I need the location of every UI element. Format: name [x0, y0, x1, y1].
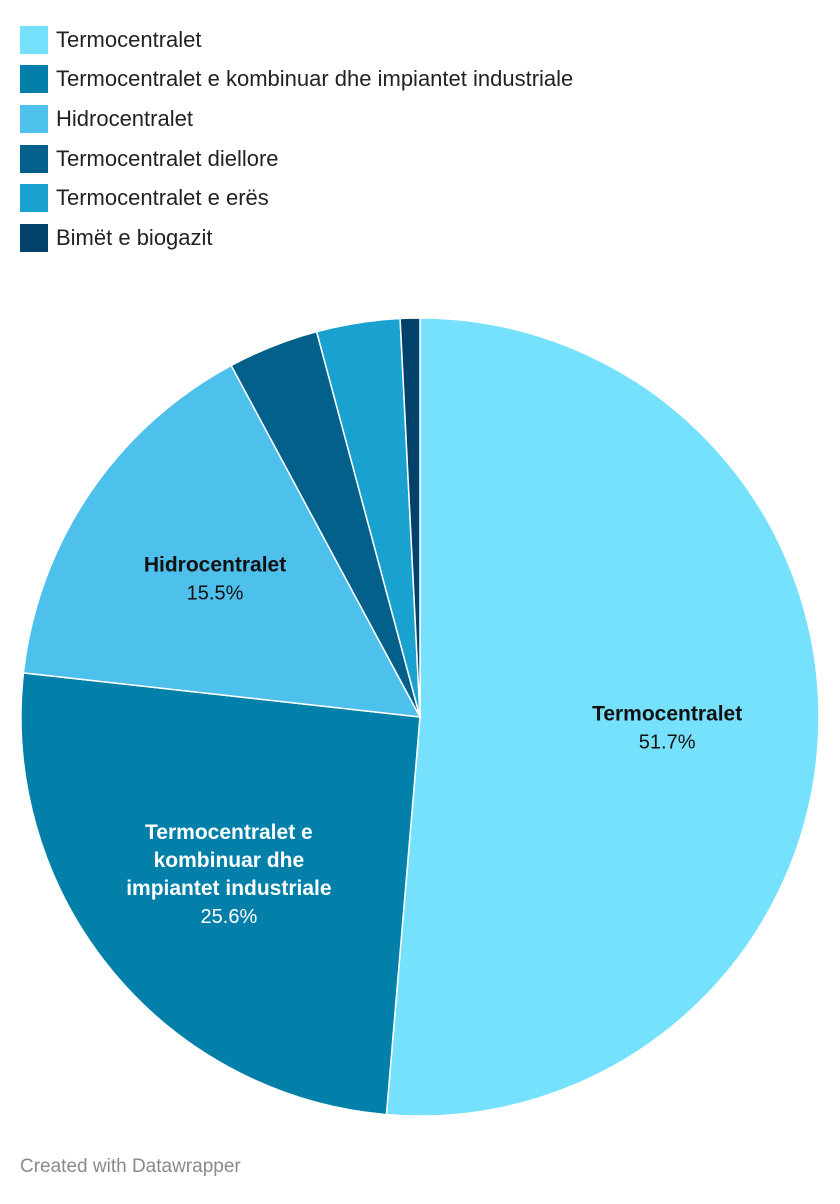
legend-item: Termocentralet e erës	[20, 178, 573, 218]
pie-labels: Termocentralet 51.7% Termocentralet e kombi…	[126, 553, 742, 928]
slice-label: Termocentralet 51.7%	[592, 702, 742, 753]
footer-credit: Created with Datawrapper	[20, 1156, 241, 1177]
legend-swatch	[20, 65, 48, 94]
legend-label: Termocentralet e erës	[56, 185, 269, 211]
pie-slice	[22, 364, 422, 718]
legend-swatch	[20, 144, 48, 173]
pie-chart: Termocentralet 51.7% Termocentralet e kombi…	[20, 317, 820, 1117]
legend-swatch	[20, 25, 48, 54]
legend-item: Termocentralet e kombinuar dhe impiantet…	[20, 60, 573, 100]
legend-item: Hidrocentralet	[20, 99, 573, 139]
pie-slices	[20, 317, 820, 1117]
slice-value-label: 15.5%	[187, 582, 244, 604]
slice-value-label: 51.7%	[639, 731, 696, 753]
legend-label: Termocentralet diellore	[56, 145, 279, 171]
legend-label: Termocentralet	[56, 26, 202, 52]
legend-item: Termocentralet diellore	[20, 139, 573, 179]
pie-slice	[20, 672, 421, 1116]
slice-label: Termocentralet e kombinuar dhe impiantet i…	[126, 821, 331, 928]
legend-item: Bimët e biogazit	[20, 218, 573, 258]
legend-label: Termocentralet e kombinuar dhe impiantet…	[56, 66, 574, 92]
legend-swatch	[20, 184, 48, 213]
pie-slice	[399, 317, 421, 718]
pie-slice	[385, 317, 820, 1117]
legend-label: Bimët e biogazit	[56, 224, 213, 250]
slice-label: Hidrocentralet 15.5%	[144, 553, 286, 604]
chart-legend: Termocentralet Termocentralet e kombinuar…	[20, 20, 573, 258]
legend-item: Termocentralet	[20, 20, 573, 60]
legend-swatch	[20, 104, 48, 133]
legend-label: Hidrocentralet	[56, 105, 193, 131]
legend-swatch	[20, 223, 48, 252]
slice-value-label: 25.6%	[201, 906, 258, 928]
